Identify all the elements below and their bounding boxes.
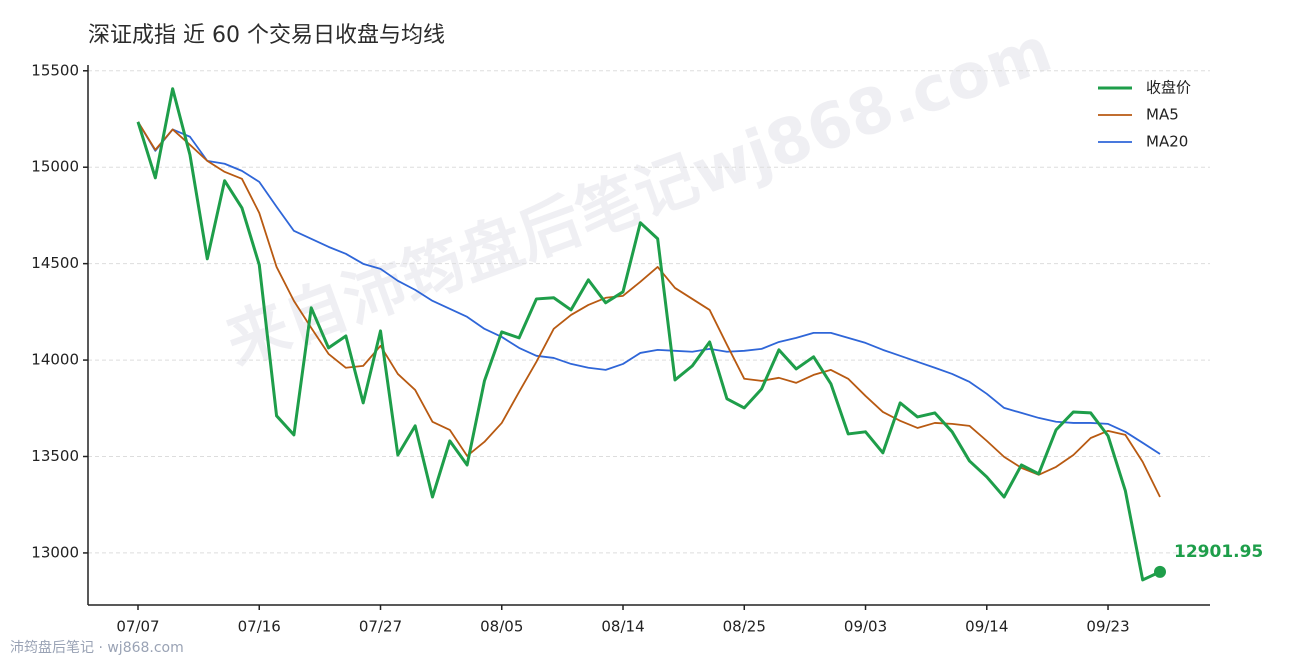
watermark: 来自沛筠盘后笔记wj868.com: [217, 13, 1061, 380]
y-tick-label: 15000: [31, 158, 79, 176]
x-tick-label: 09/14: [965, 618, 1008, 636]
y-tick-label: 13000: [31, 543, 79, 561]
x-tick-label: 08/14: [601, 618, 644, 636]
x-tick-label: 09/23: [1086, 618, 1129, 636]
series-line: [137, 121, 1161, 455]
x-tick-label: 09/03: [844, 618, 887, 636]
series-line: [136, 87, 1161, 582]
y-tick-label: 14500: [31, 254, 79, 272]
legend-label: MA5: [1146, 106, 1179, 124]
legend-label: MA20: [1146, 133, 1188, 151]
y-tick-label: 15500: [31, 61, 79, 79]
chart-title: 深证成指 近 60 个交易日收盘与均线: [88, 23, 445, 48]
x-tick-label: 08/25: [723, 618, 766, 636]
x-tick-label: 07/07: [116, 618, 159, 636]
x-tick-label: 07/27: [359, 618, 402, 636]
y-tick-label: 14000: [31, 351, 79, 369]
x-tick-label: 08/05: [480, 618, 523, 636]
x-tick-label: 07/16: [238, 618, 281, 636]
last-value-label: 12901.95: [1174, 542, 1263, 562]
y-tick-label: 13500: [31, 447, 79, 465]
footer: 沛筠盘后笔记 · wj868.com: [10, 639, 184, 656]
last-point: [1154, 565, 1166, 578]
legend-label: 收盘价: [1146, 79, 1191, 97]
